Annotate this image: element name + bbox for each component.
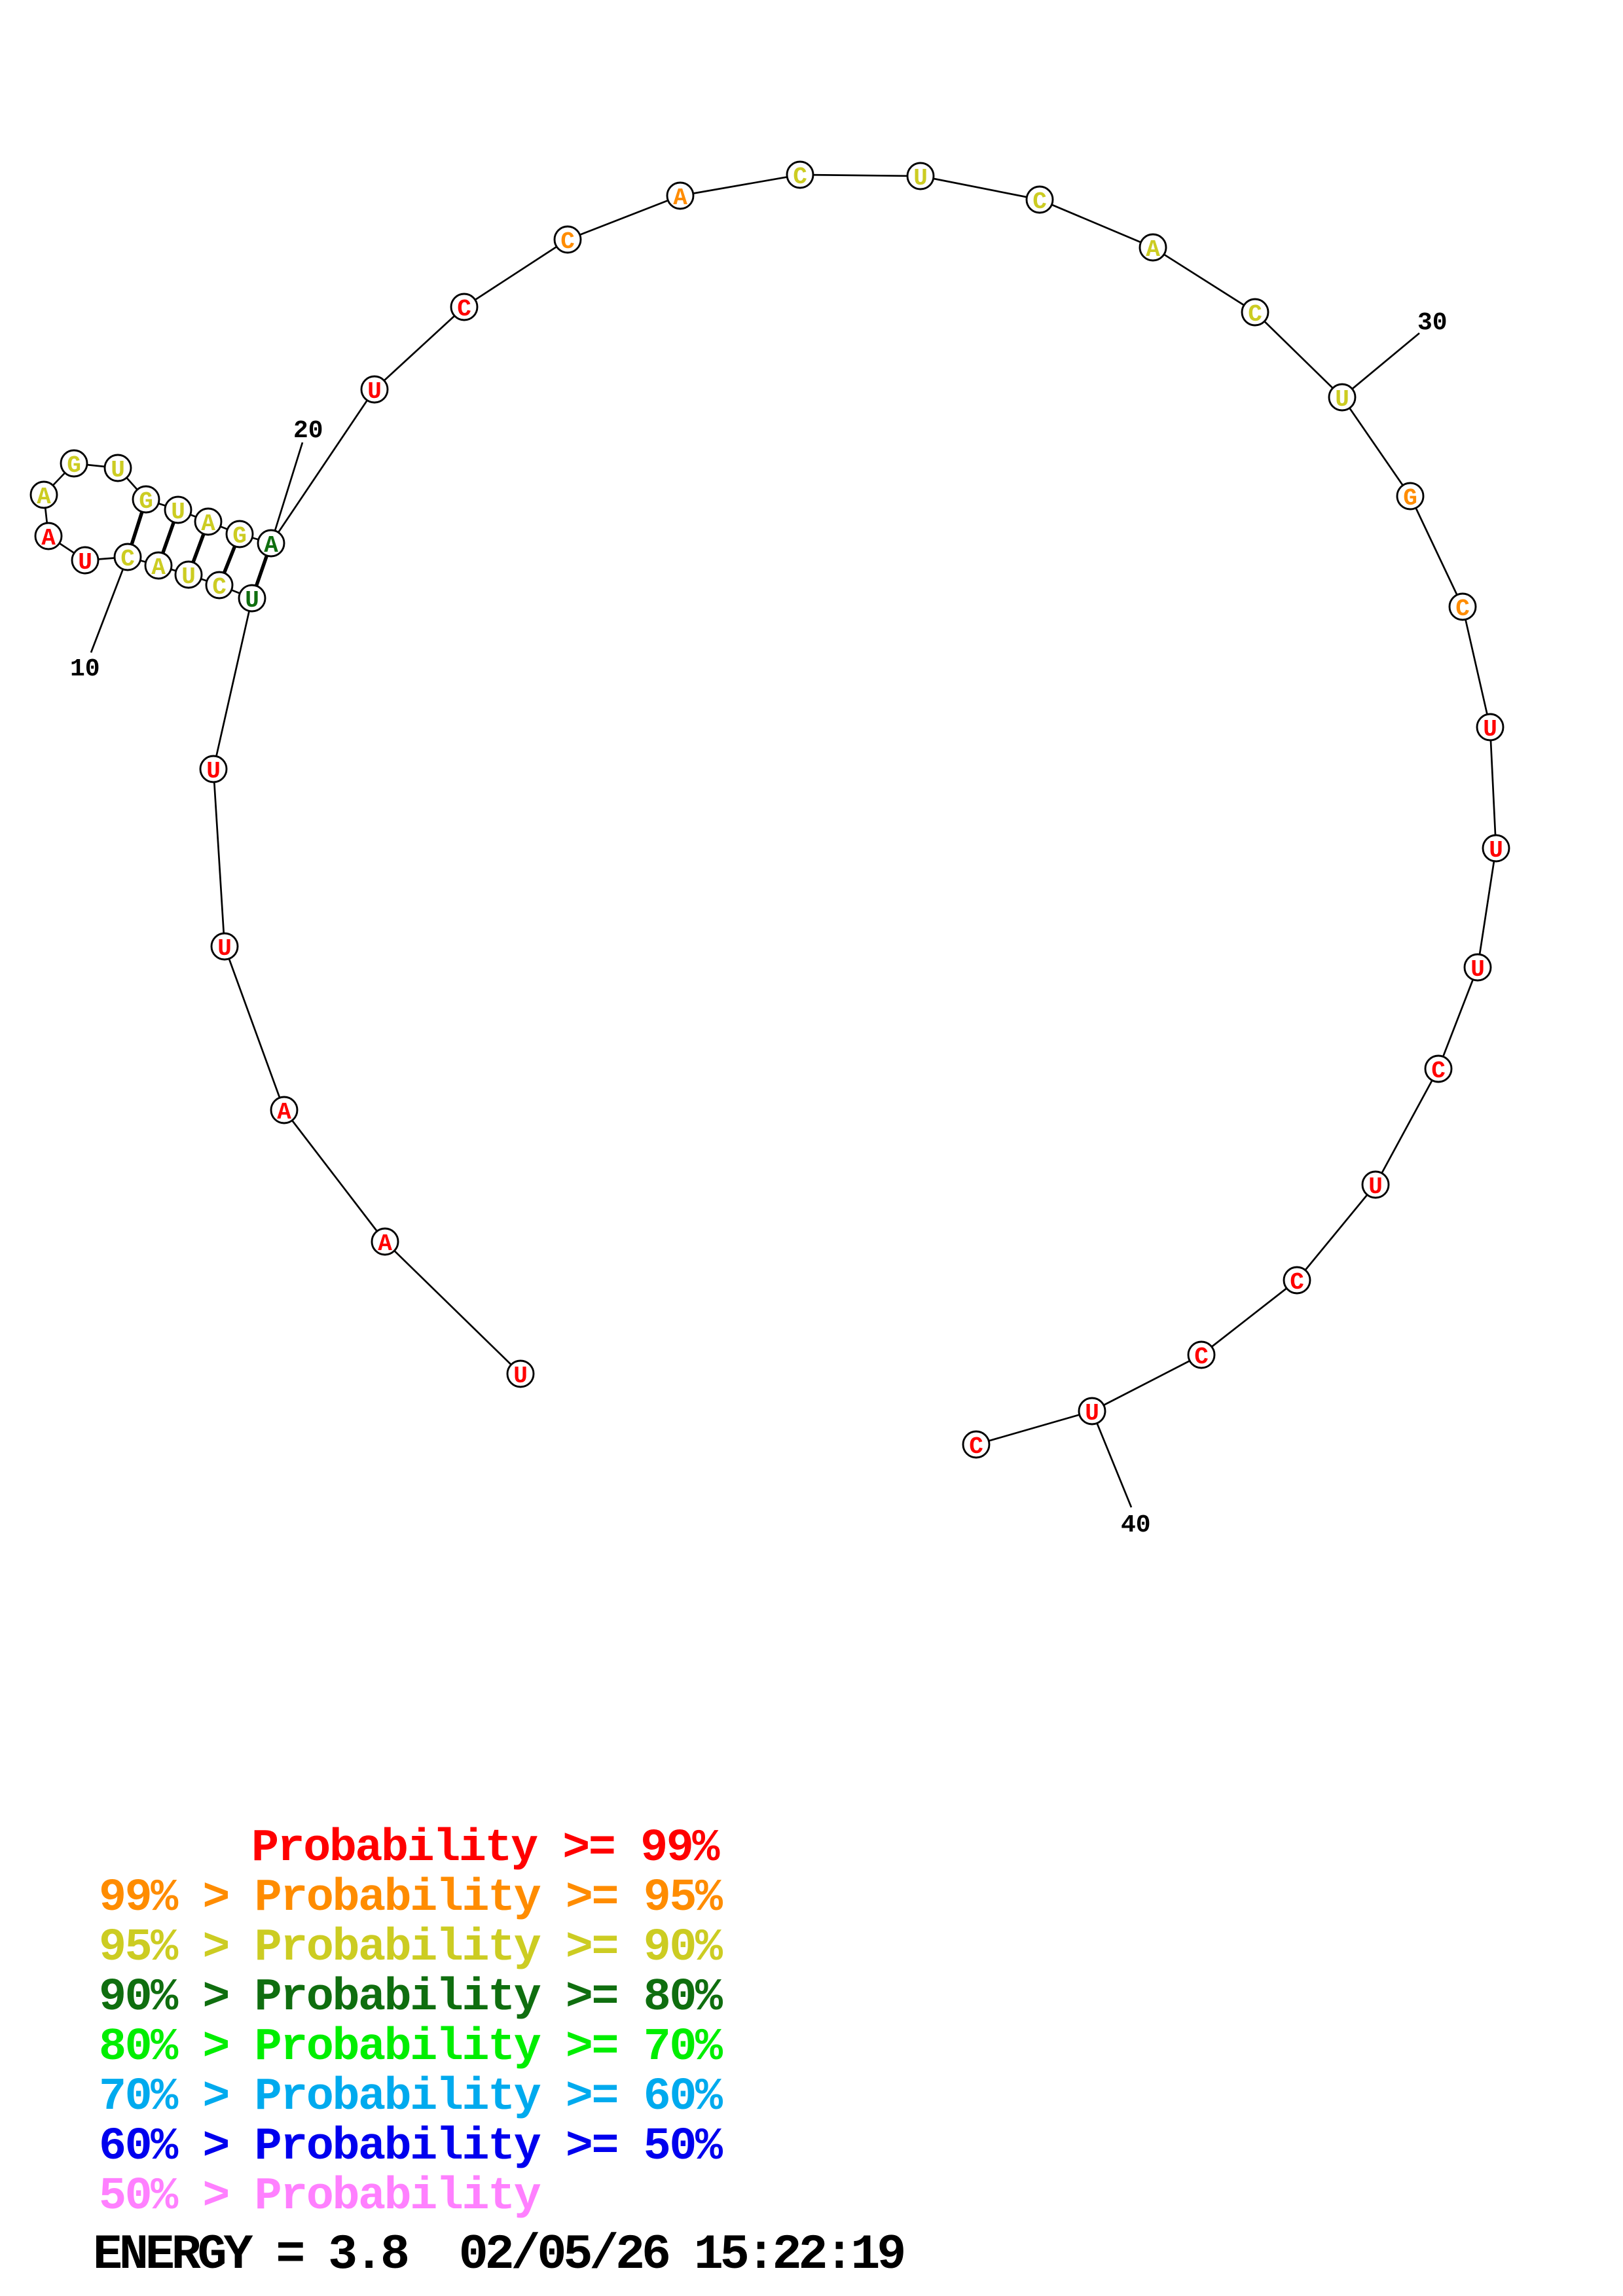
svg-text:C: C xyxy=(1455,596,1470,622)
svg-text:C: C xyxy=(1248,301,1262,328)
svg-text:G: G xyxy=(67,452,81,479)
svg-text:U: U xyxy=(913,165,928,192)
svg-text:C: C xyxy=(560,228,575,255)
svg-text:C: C xyxy=(212,574,227,601)
svg-text:G: G xyxy=(232,523,247,550)
svg-text:G: G xyxy=(139,488,153,515)
svg-text:C: C xyxy=(457,296,471,323)
svg-text:C: C xyxy=(1194,1344,1209,1371)
svg-text:50% > Probability: 50% > Probability xyxy=(99,2171,541,2223)
svg-text:U: U xyxy=(513,1363,528,1390)
svg-text:U: U xyxy=(1368,1174,1383,1200)
svg-text:Probability >= 99%: Probability >= 99% xyxy=(251,1823,720,1874)
svg-text:U: U xyxy=(217,935,232,962)
svg-text:C: C xyxy=(120,546,135,573)
svg-text:U: U xyxy=(1335,386,1349,413)
svg-text:U: U xyxy=(1489,837,1503,864)
svg-text:G: G xyxy=(1403,485,1417,512)
svg-text:A: A xyxy=(1146,236,1160,263)
svg-text:A: A xyxy=(201,511,215,537)
svg-text:U: U xyxy=(181,564,196,590)
svg-text:U: U xyxy=(1085,1400,1099,1427)
svg-text:90% > Probability >= 80%: 90% > Probability >= 80% xyxy=(99,1972,723,2024)
svg-text:A: A xyxy=(41,525,56,552)
svg-text:95% > Probability >= 90%: 95% > Probability >= 90% xyxy=(99,1922,723,1974)
svg-text:70% > Probability >= 60%: 70% > Probability >= 60% xyxy=(99,2072,723,2123)
svg-text:U: U xyxy=(78,549,92,576)
svg-text:30: 30 xyxy=(1417,309,1448,337)
svg-text:C: C xyxy=(969,1433,983,1460)
svg-text:U: U xyxy=(367,378,382,405)
svg-text:A: A xyxy=(37,484,51,511)
svg-text:ENERGY = 3.8 02/05/26 15:22:1: ENERGY = 3.8 02/05/26 15:22:19 xyxy=(93,2227,903,2283)
svg-text:C: C xyxy=(1032,188,1047,215)
svg-text:C: C xyxy=(793,164,807,190)
svg-text:A: A xyxy=(151,554,166,581)
svg-text:U: U xyxy=(1483,716,1497,743)
svg-text:C: C xyxy=(1290,1269,1304,1296)
svg-text:U: U xyxy=(1470,956,1485,983)
svg-text:U: U xyxy=(206,758,221,785)
svg-text:U: U xyxy=(245,587,259,614)
svg-text:60% > Probability >= 50%: 60% > Probability >= 50% xyxy=(99,2121,723,2173)
svg-text:A: A xyxy=(673,185,687,211)
svg-text:99% > Probability >= 95%: 99% > Probability >= 95% xyxy=(99,1873,723,1924)
svg-text:20: 20 xyxy=(293,417,323,445)
svg-text:U: U xyxy=(171,499,185,526)
svg-text:U: U xyxy=(111,457,125,484)
svg-text:A: A xyxy=(277,1099,291,1126)
svg-text:40: 40 xyxy=(1121,1511,1151,1539)
svg-text:80% > Probability >= 70%: 80% > Probability >= 70% xyxy=(99,2022,723,2073)
svg-text:C: C xyxy=(1431,1058,1446,1085)
svg-text:A: A xyxy=(378,1230,392,1257)
svg-text:10: 10 xyxy=(70,655,100,683)
svg-text:A: A xyxy=(264,532,278,559)
